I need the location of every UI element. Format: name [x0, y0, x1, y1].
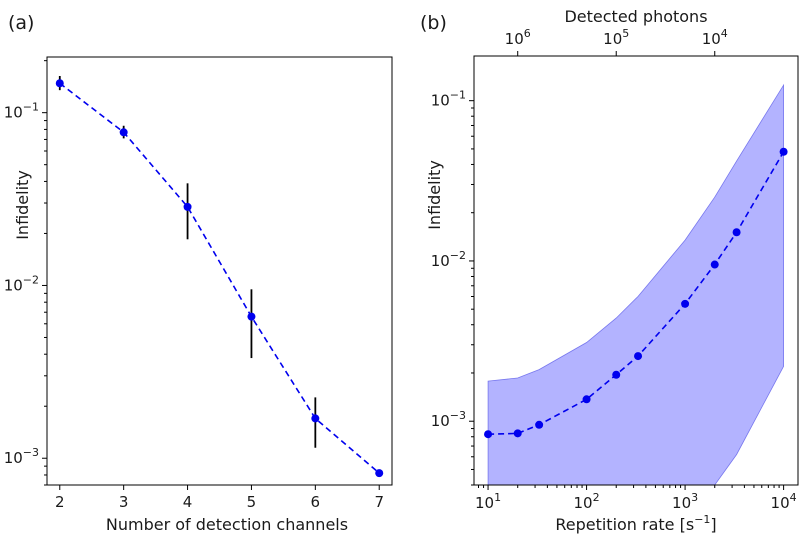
panel-a-x-axis-label: Number of detection channels [106, 515, 348, 534]
panel-b-top-axis-label: Detected photons [564, 7, 707, 26]
y-tick-label: 10−3 [431, 409, 466, 430]
x-tick-label: 7 [374, 493, 384, 511]
panel-b-label: (b) [420, 12, 447, 34]
data-point-6 [634, 352, 643, 361]
data-point-9 [732, 228, 741, 237]
panel-b-axes-frame [473, 55, 799, 486]
y-tick-label: 10−1 [431, 89, 466, 110]
series-line [488, 151, 785, 435]
x-tick-label: 6 [311, 493, 321, 511]
y-tick-label: 10−2 [4, 273, 39, 294]
panel-b-plot-area [484, 83, 788, 486]
panel-b-x-ticks: 101 102 103 104 [475, 485, 797, 512]
panel-a-plot-area [55, 76, 384, 478]
data-point-8 [710, 260, 719, 269]
x-tick-label: 4 [183, 493, 193, 511]
data-point-4 [247, 312, 256, 321]
data-point-7 [681, 299, 690, 308]
data-point-5 [612, 370, 621, 379]
x-tick-label: 102 [574, 491, 600, 512]
uncertainty-band [487, 83, 784, 486]
panel-b-y-axis-label: Infidelity [425, 160, 444, 230]
data-point-3 [183, 202, 192, 211]
panel-a-y-axis-label: Infidelity [13, 170, 32, 240]
series-line [59, 82, 380, 474]
y-tick-label: 10−3 [4, 446, 39, 467]
data-point-1 [55, 79, 64, 88]
panel-b: (b) Detected photons 101 102 103 104 106 105… [420, 7, 799, 534]
data-point-2 [513, 429, 522, 438]
x-tick-label: 101 [475, 491, 501, 512]
data-point-1 [484, 430, 493, 439]
data-point-5 [311, 414, 320, 423]
data-point-2 [119, 128, 128, 137]
y-tick-label: 10−2 [431, 249, 466, 270]
x-tick-label: 3 [119, 493, 129, 511]
panel-a-axes-frame [46, 56, 393, 486]
panel-b-x-axis-label-main: Repetition rate [s [555, 515, 694, 534]
panel-b-y-ticks: 10−1 10−2 10−3 [431, 89, 474, 486]
data-point-4 [582, 395, 591, 404]
data-point-10 [779, 147, 788, 156]
x-tick-label: 2 [55, 493, 65, 511]
x-tick-label: 5 [247, 493, 257, 511]
top-tick-label: 105 [603, 27, 629, 48]
panel-a: (a) 2 3 4 5 6 7 10−1 10−2 10−3 Number of detect… [4, 12, 393, 534]
panel-b-x-axis-label-end: ] [710, 515, 716, 534]
top-tick-label: 106 [505, 27, 531, 48]
panel-a-label: (a) [8, 12, 34, 34]
panel-b-x-axis-label: Repetition rate [s−1] [555, 513, 716, 534]
x-tick-label: 103 [672, 491, 698, 512]
data-point-6 [375, 469, 384, 478]
y-tick-label: 10−1 [4, 101, 39, 122]
panel-a-x-ticks: 2 3 4 5 6 7 [55, 485, 384, 511]
x-tick-label: 104 [771, 491, 797, 512]
top-tick-label: 104 [702, 27, 728, 48]
data-point-3 [535, 420, 544, 429]
panel-a-y-ticks: 10−1 10−2 10−3 [4, 60, 47, 486]
panel-b-x-axis-label-exponent: −1 [694, 513, 710, 526]
panel-b-top-ticks: 106 105 104 [505, 27, 728, 56]
